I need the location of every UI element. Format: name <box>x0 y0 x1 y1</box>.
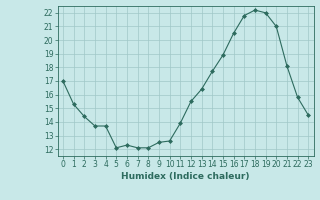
X-axis label: Humidex (Indice chaleur): Humidex (Indice chaleur) <box>121 172 250 181</box>
